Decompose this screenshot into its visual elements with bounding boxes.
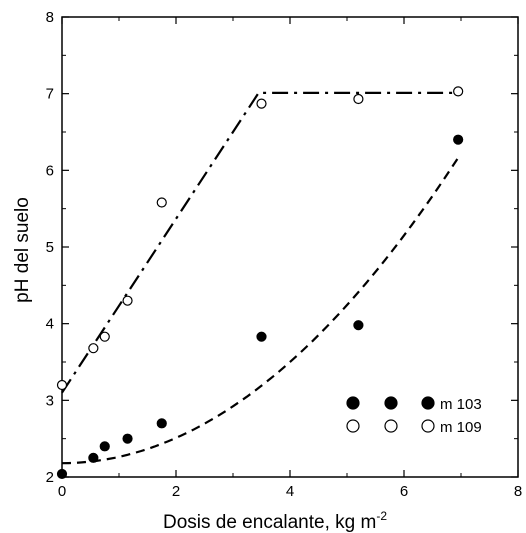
legend-marker-m109 xyxy=(384,419,398,433)
point-m109 xyxy=(56,379,68,391)
point-m103 xyxy=(453,134,464,145)
x-axis-title-text: Dosis de encalante, kg m xyxy=(163,512,376,533)
legend-marker-m103 xyxy=(421,396,435,410)
point-m103 xyxy=(56,468,68,480)
point-m103 xyxy=(256,331,267,342)
y-tick-label: 4 xyxy=(46,316,54,333)
legend-marker-m103 xyxy=(384,396,398,410)
y-tick-label: 7 xyxy=(46,86,54,103)
point-m103 xyxy=(156,418,167,429)
legend-marker-m103 xyxy=(346,396,360,410)
point-m109 xyxy=(256,98,267,109)
legend-label-m103: m 103 xyxy=(440,396,482,413)
data-points xyxy=(56,86,464,480)
y-tick-label: 5 xyxy=(46,239,54,256)
y-axis-title: pH del suelo xyxy=(12,197,33,303)
y-tick-label: 6 xyxy=(46,162,54,179)
x-tick-label: 2 xyxy=(172,483,180,500)
y-tick-label: 8 xyxy=(46,9,54,26)
legend-label-m109: m 109 xyxy=(440,419,482,436)
point-m109 xyxy=(156,197,167,208)
point-m109 xyxy=(88,343,99,354)
legend-marker-m109 xyxy=(421,419,435,433)
point-m103 xyxy=(353,320,364,331)
y-tick-label: 3 xyxy=(46,392,54,409)
point-m109 xyxy=(122,295,133,306)
point-m109 xyxy=(453,86,464,97)
point-m103 xyxy=(99,441,110,452)
point-m109 xyxy=(353,93,364,105)
x-tick-label: 0 xyxy=(58,483,66,500)
y-axis: 2 3 4 5 6 7 8 xyxy=(46,9,518,486)
legend: m 103 m 109 xyxy=(346,396,482,436)
x-axis-title: Dosis de encalante, kg m-2 xyxy=(163,509,387,533)
x-tick-label: 8 xyxy=(514,483,522,500)
x-axis: 0 2 4 6 8 xyxy=(58,17,522,500)
x-tick-label: 4 xyxy=(286,483,294,500)
x-axis-title-superscript: -2 xyxy=(376,509,387,523)
x-tick-label: 6 xyxy=(400,483,408,500)
legend-marker-m109 xyxy=(346,419,360,433)
fit-line-m109 xyxy=(61,91,459,394)
point-m103 xyxy=(88,452,99,463)
point-m103 xyxy=(122,433,133,444)
point-m109 xyxy=(99,331,110,342)
y-tick-label: 2 xyxy=(46,469,54,486)
fit-line-m103 xyxy=(61,157,460,465)
fit-lines xyxy=(61,91,460,465)
